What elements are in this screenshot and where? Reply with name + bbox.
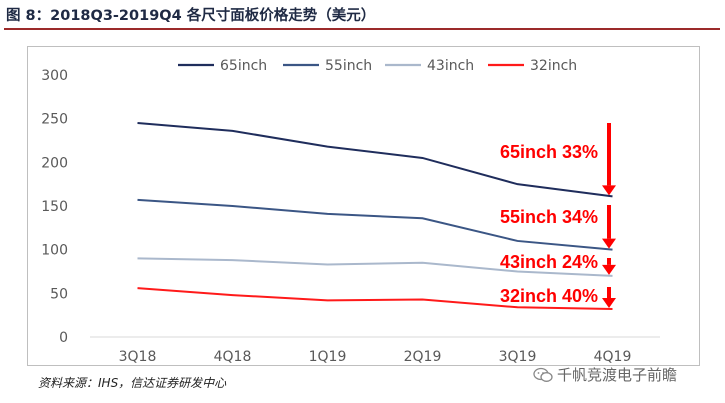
legend-label: 65inch bbox=[220, 58, 267, 74]
title-divider bbox=[4, 28, 720, 30]
series-line-43inch bbox=[137, 257, 613, 277]
x-tick-label: 4Q19 bbox=[594, 349, 632, 365]
y-tick-label: 300 bbox=[41, 68, 68, 84]
series-line-65inch bbox=[137, 122, 613, 198]
annotation-arrow-head bbox=[602, 185, 616, 196]
annotation-label: 32inch 40% bbox=[500, 286, 598, 306]
source-note: 资料来源：IHS，信达证券研发中心 bbox=[38, 376, 227, 390]
legend: 65inch 55inch 43inch 32inch bbox=[178, 58, 577, 74]
y-tick-label: 150 bbox=[41, 199, 68, 215]
annotation-arrow-head bbox=[602, 238, 616, 249]
legend-label: 55inch bbox=[325, 58, 372, 74]
x-tick-label: 2Q19 bbox=[404, 349, 442, 365]
x-tick-label: 4Q18 bbox=[214, 349, 252, 365]
legend-label: 43inch bbox=[427, 58, 474, 74]
annotation-label: 65inch 33% bbox=[500, 142, 598, 162]
y-tick-label: 100 bbox=[41, 243, 68, 259]
series-lines bbox=[137, 122, 613, 311]
watermark-text: 千帆竞渡电子前瞻 bbox=[557, 366, 678, 384]
chart-frame bbox=[27, 46, 700, 366]
x-tick-label: 3Q18 bbox=[119, 349, 157, 365]
legend-label: 32inch bbox=[530, 58, 577, 74]
watermark: 千帆竞渡电子前瞻 bbox=[533, 364, 677, 385]
annotation-label: 43inch 24% bbox=[500, 252, 598, 272]
x-axis-tick-labels: 3Q18 4Q18 1Q19 2Q19 3Q19 4Q19 bbox=[119, 349, 632, 365]
annotation-arrow-head bbox=[602, 264, 616, 275]
y-tick-label: 250 bbox=[41, 112, 68, 128]
annotation-arrow-head bbox=[602, 298, 616, 309]
wechat-icon bbox=[533, 367, 553, 382]
y-tick-label: 0 bbox=[59, 330, 68, 346]
y-tick-label: 50 bbox=[50, 286, 68, 302]
annotations: 65inch 33% 55inch 34% 43inch 24% 32inch 40% bbox=[500, 123, 616, 309]
x-tick-label: 3Q19 bbox=[499, 349, 537, 365]
series-line-55inch bbox=[137, 198, 613, 251]
y-axis-tick-labels: 0 50 100 150 200 250 300 bbox=[41, 68, 68, 346]
y-tick-label: 200 bbox=[41, 155, 68, 171]
chart-title: 图 8：2018Q3-2019Q4 各尺寸面板价格走势（美元） bbox=[6, 8, 376, 24]
series-line-32inch bbox=[137, 287, 613, 311]
annotation-label: 55inch 34% bbox=[500, 207, 598, 227]
x-tick-label: 1Q19 bbox=[309, 349, 347, 365]
